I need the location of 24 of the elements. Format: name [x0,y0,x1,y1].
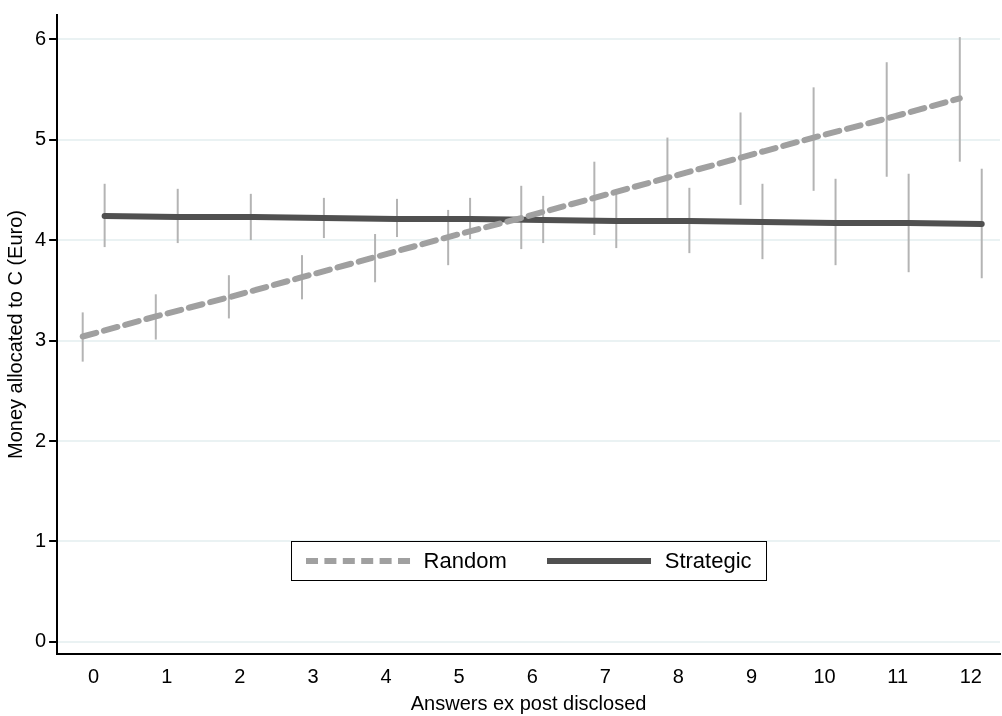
x-axis-title: Answers ex post disclosed [410,691,647,714]
x-tick-label: 11 [887,664,909,687]
x-tick-label: 2 [234,664,246,687]
x-tick-label: 5 [453,664,465,687]
x-tick-label: 6 [526,664,538,687]
x-tick-label: 3 [307,664,319,687]
y-tick-label: 4 [35,227,47,250]
x-tick-label: 8 [672,664,684,687]
y-tick-label: 0 [35,629,47,652]
y-tick-label: 3 [35,328,47,351]
x-tick-label: 0 [88,664,100,687]
x-tick-label: 12 [959,664,982,687]
x-tick-label: 7 [599,664,611,687]
x-tick-label: 4 [380,664,392,687]
legend-label: Random [423,548,507,575]
x-tick-label: 9 [745,664,758,687]
x-tick-label: 10 [813,664,836,687]
y-tick-label: 5 [35,127,47,150]
legend-label: Strategic [664,548,752,575]
y-axis-title: Money allocated to C (Euro) [3,209,26,460]
x-tick-label: 1 [161,664,173,687]
y-tick-label: 1 [35,528,47,551]
y-tick-label: 6 [35,26,47,49]
y-tick-label: 2 [35,428,47,451]
